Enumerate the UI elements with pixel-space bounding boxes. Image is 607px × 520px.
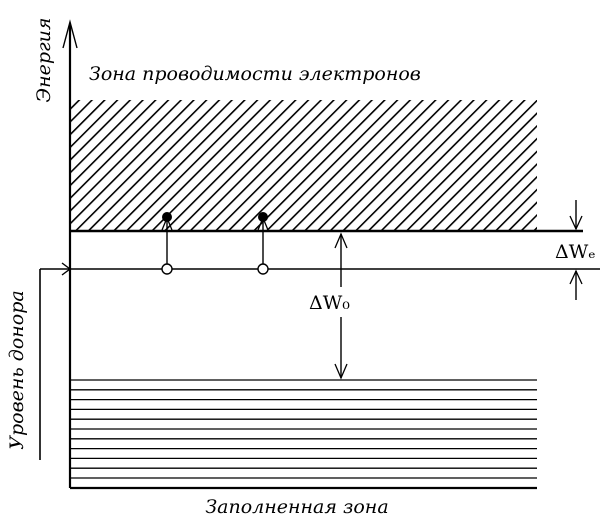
conduction-band-label: Зона проводимости электронов: [89, 63, 421, 85]
donor-vacancy-circle: [162, 264, 172, 274]
delta-we-label: ΔWₑ: [555, 241, 596, 263]
conduction-band: [70, 100, 537, 231]
electron-dot: [162, 212, 172, 222]
donor-vacancy-circle: [258, 264, 268, 274]
valence-band-label: Заполненная зона: [205, 496, 388, 518]
delta-w0-label: ΔW₀: [309, 292, 350, 314]
donor-level-label: Уровень донора: [6, 290, 28, 449]
energy-axis-label: Энергия: [33, 18, 55, 103]
electron-dot: [258, 212, 268, 222]
valence-band: [70, 380, 537, 478]
